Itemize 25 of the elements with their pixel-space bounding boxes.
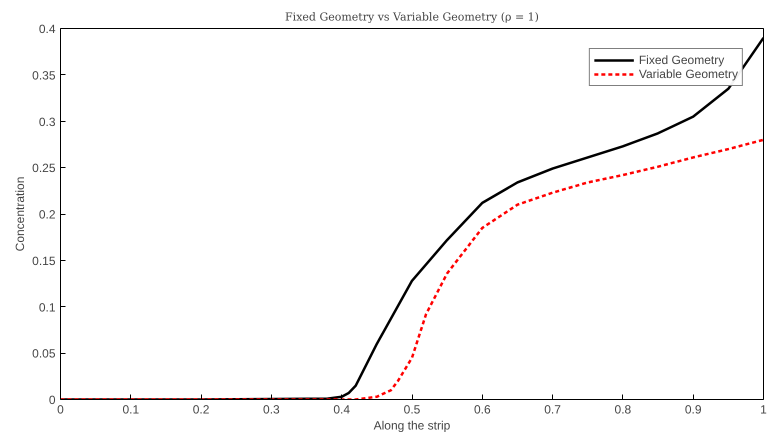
- x-tick-label: 0.3: [263, 402, 280, 416]
- x-tick-label: 0.8: [614, 402, 632, 416]
- x-tick-label: 1: [760, 402, 768, 416]
- y-tick-label: 0.35: [32, 68, 56, 82]
- y-tick-label: 0.05: [32, 346, 56, 361]
- y-tick-label: 0.3: [38, 114, 56, 129]
- x-tick-label: 0.6: [474, 402, 491, 416]
- x-tick-label: 0.9: [684, 402, 702, 416]
- x-tick-label: 0.1: [122, 402, 140, 416]
- y-tick-label: 0.2: [38, 208, 56, 222]
- x-tick-label: 0.4: [333, 402, 350, 416]
- x-axis-title: Along the strip: [374, 418, 451, 432]
- y-axis-title: Concentration: [13, 176, 28, 252]
- x-tick-label: 0.2: [192, 402, 210, 416]
- chart-title: Fixed Geometry vs Variable Geometry (ρ = 1): [285, 10, 539, 24]
- legend-label: Variable Geometry: [638, 67, 738, 81]
- y-tick-label: 0.1: [38, 300, 56, 314]
- x-tick-label: 0: [57, 402, 64, 416]
- x-tick-label: 0.5: [404, 402, 421, 416]
- x-tick-label: 0.7: [544, 402, 562, 416]
- legend-label: Fixed Geometry: [638, 53, 724, 67]
- y-tick-label: 0.4: [38, 22, 56, 36]
- y-tick-label: 0.25: [32, 161, 56, 176]
- y-tick-label: 0.15: [32, 254, 56, 268]
- y-tick-label: 0: [48, 393, 56, 407]
